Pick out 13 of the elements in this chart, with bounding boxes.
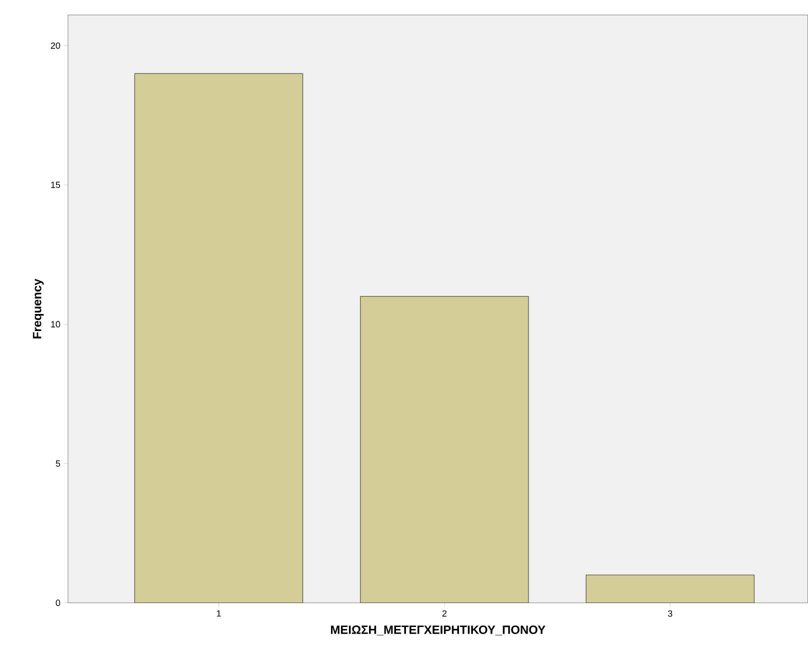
bar bbox=[360, 296, 529, 603]
y-tick-label: 20 bbox=[50, 42, 60, 49]
bar bbox=[586, 574, 754, 603]
x-tick-label: 3 bbox=[668, 610, 672, 617]
y-tick-label: 0 bbox=[56, 600, 60, 606]
y-tick-label: 15 bbox=[51, 182, 60, 188]
y-tick-label: 5 bbox=[56, 460, 60, 467]
x-tick-label: 1 bbox=[216, 610, 221, 617]
y-tick-label: 10 bbox=[51, 321, 60, 328]
x-axis-title: ΜΕΙΩΣΗ_ΜΕΤΕΓΧΕΙΡΗΤΙΚΟΥ_ΠΟΝΟΥ bbox=[331, 626, 546, 636]
x-tick-label: 2 bbox=[442, 610, 446, 617]
bar bbox=[134, 73, 304, 603]
y-axis-title: Frequency bbox=[32, 278, 44, 338]
